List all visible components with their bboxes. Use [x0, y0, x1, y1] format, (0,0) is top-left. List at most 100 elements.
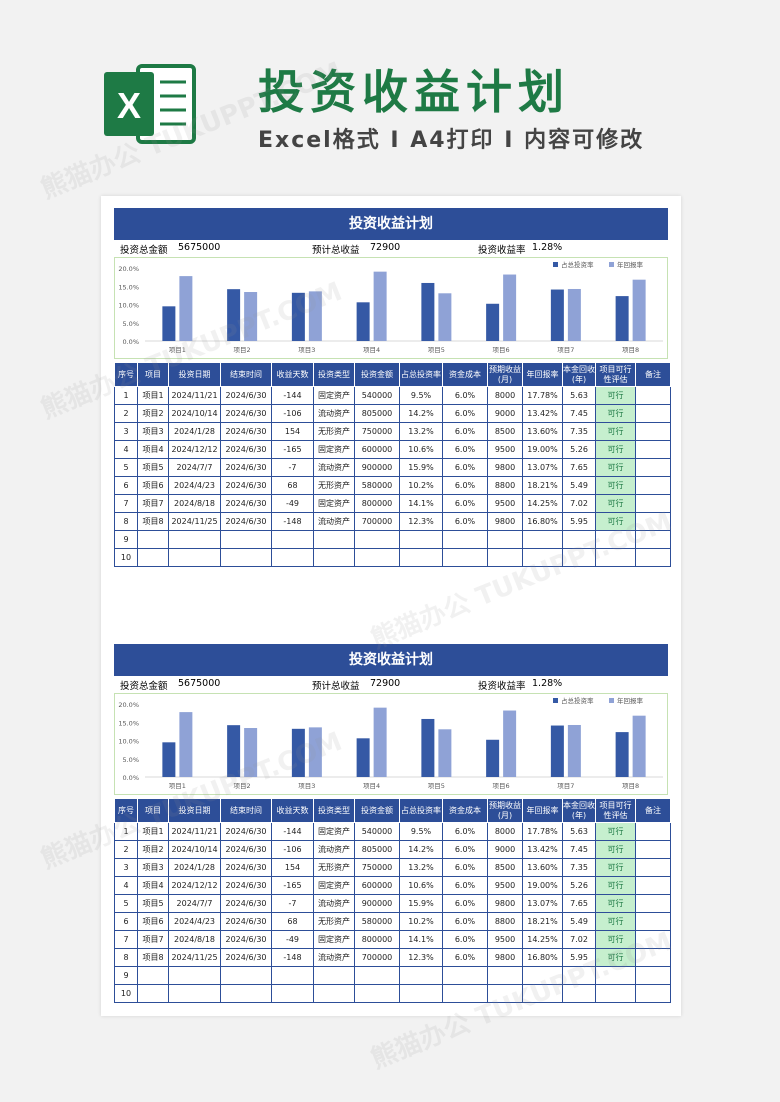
feasibility-cell[interactable]: 可行: [595, 494, 636, 513]
table-cell[interactable]: [442, 548, 488, 567]
table-cell[interactable]: 流动资产: [313, 840, 355, 859]
table-cell[interactable]: 6.0%: [442, 440, 488, 459]
table-cell[interactable]: [442, 966, 488, 985]
table-cell[interactable]: [354, 984, 400, 1003]
table-cell[interactable]: 14.25%: [522, 494, 563, 513]
table-cell[interactable]: [399, 548, 443, 567]
table-cell[interactable]: 580000: [354, 476, 400, 495]
table-cell[interactable]: [220, 966, 272, 985]
table-cell[interactable]: 流动资产: [313, 894, 355, 913]
table-cell[interactable]: [313, 966, 355, 985]
table-cell[interactable]: 68: [271, 912, 314, 931]
table-cell[interactable]: [635, 840, 671, 859]
table-cell[interactable]: 540000: [354, 386, 400, 405]
table-cell[interactable]: 2024/6/30: [220, 894, 272, 913]
table-cell[interactable]: 16.80%: [522, 512, 563, 531]
table-cell[interactable]: 8500: [487, 422, 523, 441]
table-cell[interactable]: [168, 984, 221, 1003]
table-cell[interactable]: [313, 530, 355, 549]
table-cell[interactable]: 2024/10/14: [168, 840, 221, 859]
table-cell[interactable]: 项目8: [137, 948, 169, 967]
feasibility-cell[interactable]: 可行: [595, 458, 636, 477]
table-cell[interactable]: 2024/6/30: [220, 476, 272, 495]
feasibility-cell[interactable]: 可行: [595, 822, 636, 841]
table-cell[interactable]: 6.0%: [442, 422, 488, 441]
table-cell[interactable]: 10: [114, 548, 138, 567]
table-cell[interactable]: 600000: [354, 440, 400, 459]
table-cell[interactable]: -7: [271, 894, 314, 913]
feasibility-cell[interactable]: 可行: [595, 858, 636, 877]
table-cell[interactable]: 6.0%: [442, 894, 488, 913]
table-cell[interactable]: 6.0%: [442, 912, 488, 931]
table-cell[interactable]: 6: [114, 476, 138, 495]
table-cell[interactable]: 14.2%: [399, 404, 443, 423]
table-cell[interactable]: 580000: [354, 912, 400, 931]
table-cell[interactable]: 800000: [354, 930, 400, 949]
table-cell[interactable]: 7: [114, 930, 138, 949]
table-cell[interactable]: [635, 440, 671, 459]
table-cell[interactable]: 805000: [354, 840, 400, 859]
table-cell[interactable]: 项目6: [137, 912, 169, 931]
table-cell[interactable]: 8: [114, 948, 138, 967]
table-cell[interactable]: 2024/11/25: [168, 948, 221, 967]
table-cell[interactable]: 固定资产: [313, 876, 355, 895]
table-cell[interactable]: 13.42%: [522, 840, 563, 859]
table-cell[interactable]: 2024/7/7: [168, 894, 221, 913]
table-cell[interactable]: 2024/6/30: [220, 512, 272, 531]
table-cell[interactable]: [635, 458, 671, 477]
table-cell[interactable]: 无形资产: [313, 476, 355, 495]
table-cell[interactable]: 2024/1/28: [168, 858, 221, 877]
table-cell[interactable]: 2024/6/30: [220, 840, 272, 859]
table-cell[interactable]: 154: [271, 422, 314, 441]
table-cell[interactable]: [313, 548, 355, 567]
table-cell[interactable]: 6.0%: [442, 840, 488, 859]
table-cell[interactable]: [271, 966, 314, 985]
table-cell[interactable]: 9800: [487, 512, 523, 531]
table-cell[interactable]: [442, 530, 488, 549]
table-cell[interactable]: 8800: [487, 912, 523, 931]
table-cell[interactable]: [137, 984, 169, 1003]
table-cell[interactable]: 13.60%: [522, 858, 563, 877]
table-cell[interactable]: 10: [114, 984, 138, 1003]
table-cell[interactable]: 6.0%: [442, 876, 488, 895]
table-cell[interactable]: [635, 386, 671, 405]
table-cell[interactable]: -106: [271, 840, 314, 859]
table-cell[interactable]: 2024/10/14: [168, 404, 221, 423]
table-cell[interactable]: 750000: [354, 858, 400, 877]
table-cell[interactable]: 流动资产: [313, 404, 355, 423]
table-cell[interactable]: -144: [271, 386, 314, 405]
table-cell[interactable]: 12.3%: [399, 948, 443, 967]
table-cell[interactable]: 19.00%: [522, 876, 563, 895]
table-cell[interactable]: [168, 548, 221, 567]
table-cell[interactable]: 6.0%: [442, 858, 488, 877]
table-cell[interactable]: 7.65: [562, 458, 596, 477]
feasibility-cell[interactable]: 可行: [595, 422, 636, 441]
table-cell[interactable]: 9.5%: [399, 822, 443, 841]
table-cell[interactable]: 2024/1/28: [168, 422, 221, 441]
table-cell[interactable]: [220, 548, 272, 567]
table-cell[interactable]: 9500: [487, 494, 523, 513]
table-cell[interactable]: 固定资产: [313, 822, 355, 841]
table-cell[interactable]: 项目3: [137, 858, 169, 877]
table-cell[interactable]: 17.78%: [522, 822, 563, 841]
table-cell[interactable]: 9800: [487, 948, 523, 967]
table-cell[interactable]: 6.0%: [442, 948, 488, 967]
table-cell[interactable]: 2024/12/12: [168, 440, 221, 459]
table-cell[interactable]: 6.0%: [442, 512, 488, 531]
feasibility-cell[interactable]: 可行: [595, 440, 636, 459]
table-cell[interactable]: [635, 422, 671, 441]
table-cell[interactable]: 项目1: [137, 386, 169, 405]
table-cell[interactable]: 固定资产: [313, 440, 355, 459]
table-cell[interactable]: 5.26: [562, 440, 596, 459]
feasibility-cell[interactable]: 可行: [595, 948, 636, 967]
feasibility-cell[interactable]: 可行: [595, 912, 636, 931]
table-cell[interactable]: 13.07%: [522, 458, 563, 477]
table-cell[interactable]: 9800: [487, 458, 523, 477]
table-cell[interactable]: 2024/6/30: [220, 930, 272, 949]
feasibility-cell[interactable]: 可行: [595, 840, 636, 859]
table-cell[interactable]: 900000: [354, 894, 400, 913]
table-cell[interactable]: 2024/6/30: [220, 422, 272, 441]
table-cell[interactable]: 2024/12/12: [168, 876, 221, 895]
table-cell[interactable]: [220, 530, 272, 549]
table-cell[interactable]: 14.2%: [399, 840, 443, 859]
